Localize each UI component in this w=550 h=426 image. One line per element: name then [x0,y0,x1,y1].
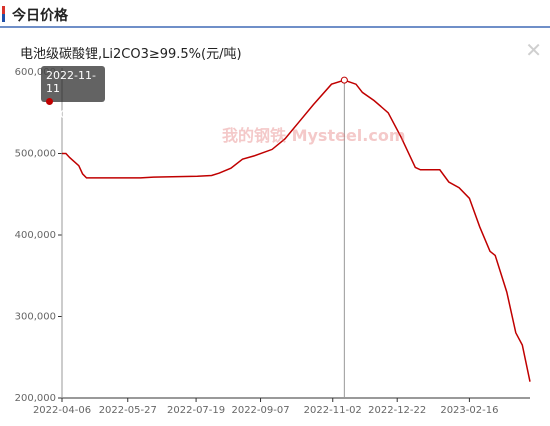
tooltip: 2022-11-11 590,000 [41,66,105,121]
section-header: 今日价格 [0,0,550,28]
y-tick-label: 400,000 [15,230,56,241]
x-tick-label: 2022-07-19 [167,405,225,416]
tooltip-value: 590,000 [46,108,92,121]
series-group [62,76,531,382]
watermark: 我的钢铁 Mysteel.com [222,128,406,144]
x-tick-label: 2023-02-16 [440,405,498,416]
chart-title: 电池级碳酸锂,Li2CO3≥99.5%(元/吨) [20,47,242,62]
y-axis: 200,000 300,000 400,000 500,000 600,000 [15,67,62,404]
x-axis: 2022-04-06 2022-05-27 2022-07-19 2022-09-07… [33,398,498,416]
x-tick-label: 2022-05-27 [99,405,157,416]
watermark-text: 我的钢铁 Mysteel.com [222,126,406,145]
series-line [62,79,531,382]
series-dot-icon [46,98,53,105]
y-tick-label: 600,000 [15,67,56,78]
y-tick-label: 300,000 [15,312,56,323]
x-tick-label: 2022-09-07 [231,405,289,416]
y-tick-label: 200,000 [15,393,56,404]
tooltip-date: 2022-11-11 [46,69,96,95]
x-tick-label: 2022-04-06 [33,405,91,416]
close-icon[interactable]: ✕ [525,38,542,62]
y-tick-label: 500,000 [15,149,56,160]
header-accent-bar [2,6,5,22]
x-tick-label: 2022-11-02 [304,405,362,416]
x-tick-label: 2022-12-22 [368,405,426,416]
hover-point [340,76,348,84]
section-title: 今日价格 [12,8,68,24]
